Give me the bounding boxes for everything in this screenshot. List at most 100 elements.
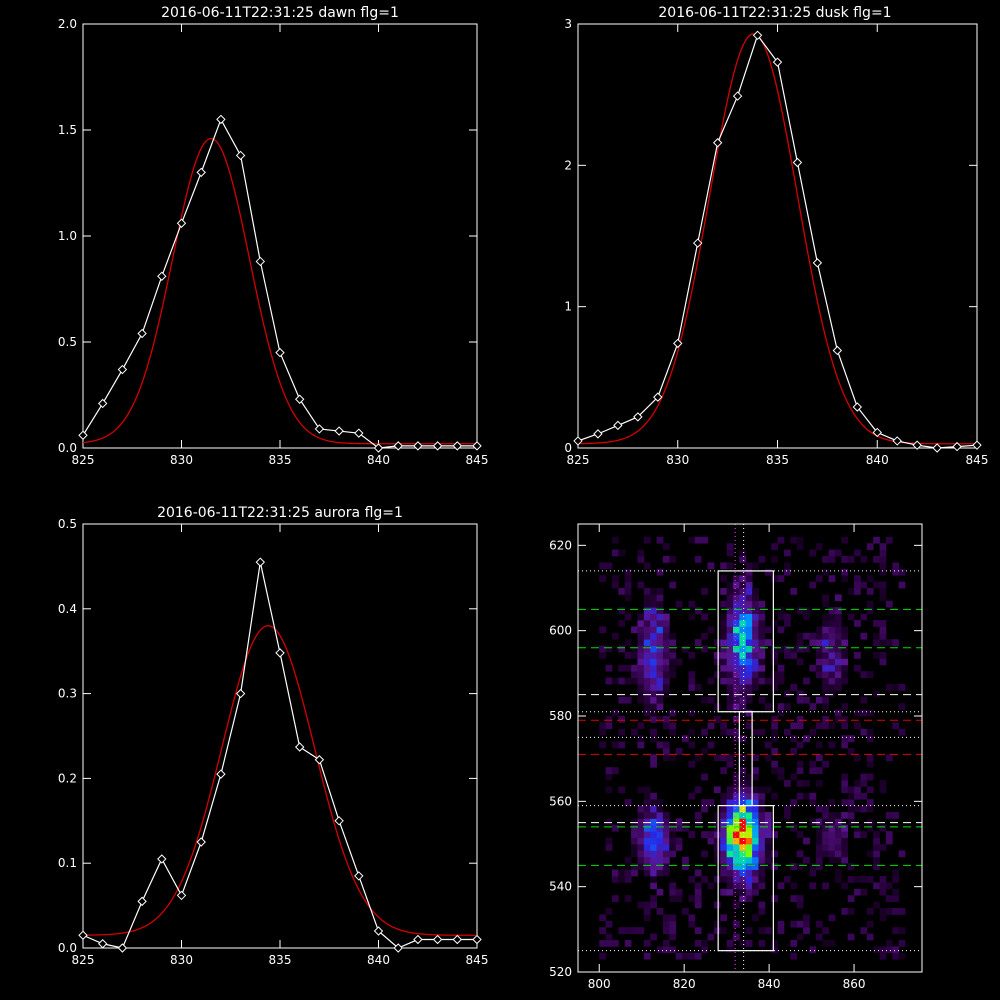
heatmap-cell <box>656 645 664 653</box>
heatmap-cell <box>860 632 868 640</box>
heatmap-cell <box>834 645 842 653</box>
heatmap-cell <box>637 901 645 909</box>
heatmap-cell <box>873 901 880 909</box>
heatmap-cell <box>752 684 759 691</box>
heatmap-cell <box>637 741 645 749</box>
y-tick-label: 0.5 <box>58 335 77 349</box>
heatmap-cell <box>643 696 651 704</box>
heatmap-cell <box>688 536 696 544</box>
heatmap-cell <box>656 863 664 870</box>
heatmap-cell <box>777 671 785 678</box>
heatmap-cell <box>726 696 734 704</box>
heatmap-cell <box>745 888 753 896</box>
heatmap-cell <box>752 876 759 883</box>
heatmap-cell <box>739 818 747 826</box>
heatmap-cell <box>796 920 804 928</box>
heatmap-cell <box>720 792 728 800</box>
heatmap-cell <box>720 620 728 627</box>
heatmap-cell <box>745 786 753 794</box>
y-tick-label: 0.0 <box>58 441 77 455</box>
heatmap-cell <box>605 773 613 781</box>
heatmap-cell <box>726 684 734 691</box>
heatmap-cell <box>771 722 778 730</box>
heatmap-cell <box>803 645 810 653</box>
heatmap-cell <box>745 722 753 730</box>
heatmap-cell <box>611 895 619 902</box>
heatmap-cell <box>637 818 645 826</box>
heatmap-cell <box>822 760 829 768</box>
heatmap-cell <box>637 581 645 589</box>
heatmap-cell <box>873 882 880 890</box>
heatmap-cell <box>790 722 798 730</box>
heatmap-cell <box>822 632 829 640</box>
heatmap-cell <box>873 690 880 698</box>
heatmap-cell <box>758 792 766 800</box>
data-point <box>334 426 344 436</box>
data-point <box>78 930 88 940</box>
heatmap-cell <box>790 645 798 653</box>
heatmap-cell <box>733 690 740 698</box>
heatmap-cell <box>828 812 836 819</box>
heatmap-cell <box>841 824 849 832</box>
heatmap-cell <box>758 908 766 915</box>
data-point <box>176 218 187 228</box>
heatmap-cell <box>643 677 651 685</box>
heatmap-cell <box>885 754 893 762</box>
heatmap-cell <box>656 568 664 576</box>
heatmap-cell <box>847 812 855 819</box>
heatmap-cell <box>720 888 728 896</box>
heatmap-cell <box>618 728 626 736</box>
heatmap-cell <box>828 652 836 659</box>
heatmap-cell <box>777 607 785 614</box>
heatmap-cell <box>739 824 747 832</box>
heatmap-cell <box>796 767 804 774</box>
heatmap-cell <box>745 869 753 877</box>
y-tick-label: 540 <box>549 880 572 894</box>
heatmap-cell <box>898 728 906 736</box>
heatmap-cell <box>726 754 734 762</box>
heatmap-cell <box>777 536 785 544</box>
heatmap-cell <box>675 748 683 755</box>
heatmap-cell <box>599 728 606 736</box>
heatmap-cell <box>701 850 708 858</box>
heatmap-cell <box>879 626 887 634</box>
heatmap-cell <box>713 671 721 678</box>
heatmap-cell <box>726 728 734 736</box>
heatmap-cell <box>790 799 798 806</box>
heatmap-cell <box>656 805 664 813</box>
heatmap-cell <box>873 844 880 851</box>
heatmap-cell <box>898 908 906 915</box>
heatmap-cell <box>662 677 670 685</box>
heatmap-cell <box>822 620 829 627</box>
data-point <box>673 338 683 349</box>
heatmap-cell <box>599 645 606 653</box>
heatmap-cell <box>790 652 798 659</box>
heatmap-cell <box>783 812 791 819</box>
heatmap-cell <box>866 543 874 550</box>
heatmap-cell <box>682 908 689 915</box>
heatmap-cell <box>662 914 670 922</box>
heatmap-cell <box>669 658 677 666</box>
data-point <box>633 412 643 422</box>
heatmap-cell <box>701 940 708 947</box>
heatmap-cell <box>688 831 696 838</box>
heatmap-cell <box>650 696 657 704</box>
heatmap-cell <box>650 658 657 666</box>
heatmap-cell <box>739 658 747 666</box>
heatmap-cell <box>822 812 829 819</box>
heatmap-cell <box>662 837 670 845</box>
heatmap-cell <box>758 696 766 704</box>
heatmap-cell <box>656 626 664 634</box>
heatmap-cell <box>618 716 626 723</box>
heatmap-cell <box>656 888 664 896</box>
heatmap-cell <box>841 722 849 730</box>
heatmap-cell <box>790 940 798 947</box>
heatmap-cell <box>803 735 810 742</box>
heatmap-cell <box>669 888 677 896</box>
heatmap-cell <box>758 927 766 934</box>
heatmap-cell <box>643 856 651 864</box>
heatmap-cell <box>777 575 785 582</box>
heatmap-cell <box>662 671 670 678</box>
heatmap-cell <box>643 594 651 602</box>
heatmap-cell <box>637 735 645 742</box>
